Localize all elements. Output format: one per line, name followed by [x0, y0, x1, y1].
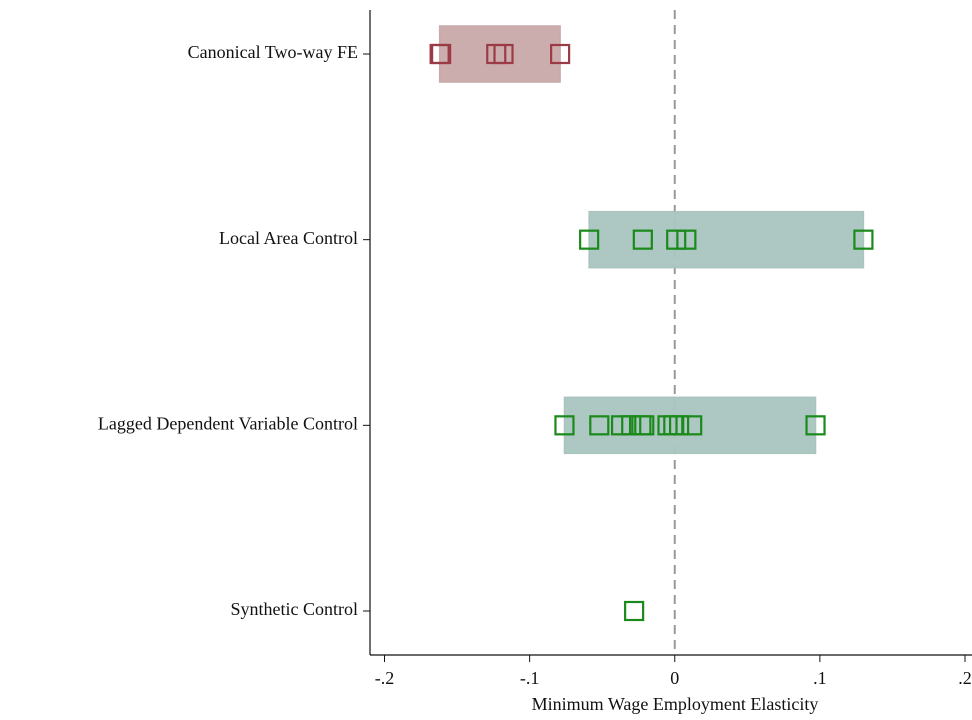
point-marker [610, 415, 632, 436]
range-box [438, 25, 561, 83]
x-axis-title: Minimum Wage Employment Elasticity [532, 694, 819, 714]
point-marker [632, 229, 653, 250]
point-marker [554, 415, 575, 436]
x-tick-label: 0 [670, 668, 679, 688]
y-tick-label: Synthetic Control [231, 599, 359, 619]
range-box [588, 210, 865, 269]
point-marker [634, 415, 655, 436]
point-marker [805, 415, 826, 436]
x-tick-label: -.1 [520, 668, 540, 688]
point-marker [550, 43, 571, 65]
point-marker [682, 415, 703, 436]
point-marker [579, 229, 600, 250]
y-tick-label: Lagged Dependent Variable Control [98, 413, 358, 433]
point-marker [493, 43, 514, 65]
y-tick-label: Local Area Control [219, 228, 358, 248]
point-marker [621, 415, 642, 436]
y-tick-label: Canonical Two-way FE [188, 42, 358, 62]
point-marker [589, 415, 610, 436]
point-marker [676, 229, 697, 250]
point-marker [624, 600, 645, 622]
point-marker [669, 415, 690, 436]
point-marker [431, 43, 452, 65]
x-tick-label: .1 [813, 668, 827, 688]
x-tick-label: .2 [958, 668, 972, 688]
point-marker [666, 229, 687, 250]
point-marker [853, 229, 874, 250]
x-tick-label: -.2 [375, 668, 395, 688]
range-box [563, 396, 817, 455]
